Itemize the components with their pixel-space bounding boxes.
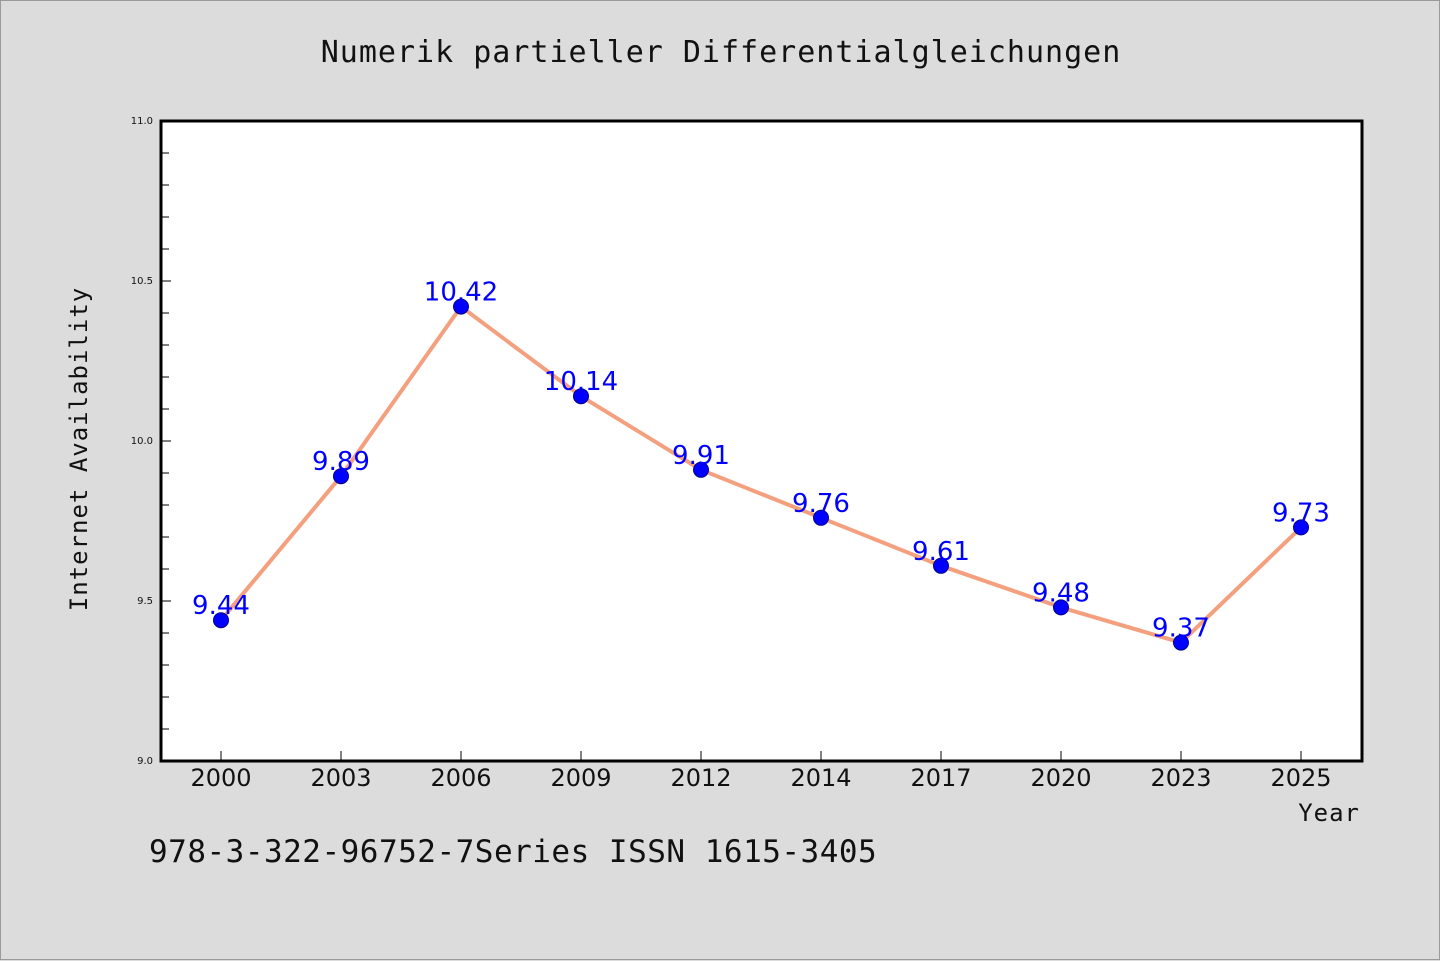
footer-text: 978-3-322-96752-7Series ISSN 1615-3405 — [149, 834, 878, 870]
y-tick-label: 10.0 — [131, 436, 153, 447]
x-tick-label: 2014 — [790, 764, 851, 792]
data-label: 9.48 — [1032, 578, 1090, 608]
data-point — [693, 461, 709, 478]
y-tick-label: 11.0 — [131, 116, 153, 127]
data-labels: 9.44 9.89 10.42 10.14 9.91 9.76 9.61 9.48 9.37 9.… — [192, 278, 1330, 644]
data-point — [213, 612, 229, 629]
plot-area — [159, 119, 1364, 763]
data-point — [1293, 519, 1309, 536]
x-tick-label: 2009 — [550, 764, 611, 792]
y-axis-label: Internet Availability — [65, 287, 93, 611]
x-tick-label: 2023 — [1150, 764, 1211, 792]
x-tick-label: 2012 — [670, 764, 731, 792]
data-point — [1053, 599, 1069, 616]
x-tick-label: 2020 — [1030, 764, 1091, 792]
x-tick-label: 2003 — [310, 764, 371, 792]
data-point — [933, 557, 949, 574]
data-label: 10.42 — [424, 278, 498, 308]
data-label: 9.73 — [1272, 498, 1330, 528]
series-markers — [213, 298, 1309, 651]
data-label: 9.61 — [912, 537, 970, 567]
y-axis: 9.0 9.5 10.0 10.5 11.0 — [131, 116, 171, 767]
data-label: 9.44 — [192, 591, 250, 621]
x-tick-label: 2017 — [910, 764, 971, 792]
data-label: 10.14 — [544, 367, 618, 397]
data-label: 9.89 — [312, 447, 370, 477]
x-axis-label: Year — [1298, 799, 1360, 827]
y-tick-label: 10.5 — [131, 276, 153, 287]
x-tick-label: 2025 — [1270, 764, 1331, 792]
y-tick-label: 9.0 — [137, 756, 153, 767]
series-line — [219, 304, 1303, 645]
data-label: 9.37 — [1152, 614, 1210, 644]
data-label: 9.91 — [672, 441, 730, 471]
data-label: 9.76 — [792, 489, 850, 519]
chart-title: Numerik partieller Differentialgleichung… — [320, 35, 1122, 70]
y-tick-label: 9.5 — [137, 596, 153, 607]
x-tick-label: 2000 — [190, 764, 251, 792]
x-tick-label: 2006 — [430, 764, 491, 792]
data-point — [1173, 634, 1189, 651]
data-point — [813, 509, 829, 526]
data-point — [573, 388, 589, 405]
x-axis: 2000 2003 2006 2009 2012 2014 2017 2020 2023 2025 — [190, 751, 1332, 792]
data-point — [333, 468, 349, 485]
data-point — [453, 298, 469, 315]
